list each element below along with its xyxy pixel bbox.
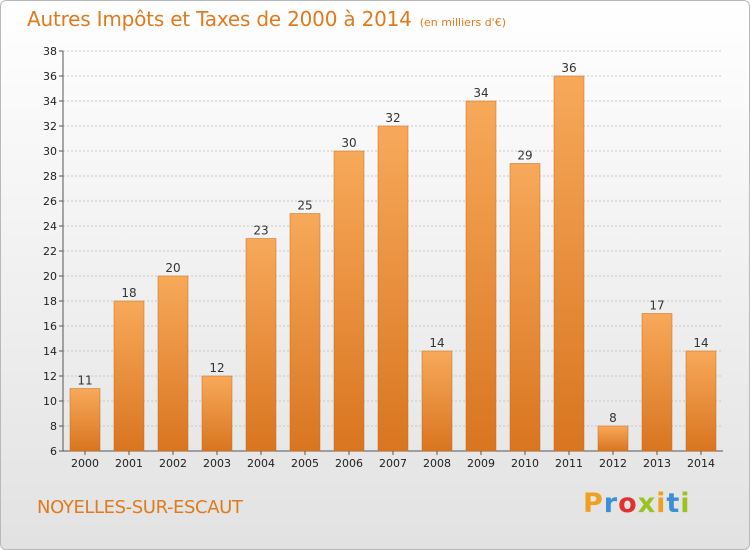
bar bbox=[245, 238, 277, 452]
y-tick-label: 38 bbox=[43, 45, 57, 58]
bar bbox=[289, 213, 321, 452]
logo-letter: P bbox=[583, 488, 604, 519]
data-label: 14 bbox=[429, 336, 444, 350]
y-tick-label: 14 bbox=[43, 345, 57, 358]
x-tick-label: 2007 bbox=[379, 457, 407, 470]
bar bbox=[597, 425, 629, 452]
y-tick-label: 20 bbox=[43, 270, 57, 283]
chart-title-text: Autres Impôts et Taxes de 2000 à 2014 bbox=[27, 7, 412, 31]
bar bbox=[333, 150, 365, 452]
bar bbox=[421, 350, 453, 452]
y-tick-label: 22 bbox=[43, 245, 57, 258]
chart-title: Autres Impôts et Taxes de 2000 à 2014 (en… bbox=[27, 7, 506, 31]
bar bbox=[201, 375, 233, 452]
y-tick-label: 34 bbox=[43, 95, 57, 108]
data-label: 12 bbox=[209, 361, 224, 375]
data-label: 34 bbox=[473, 86, 488, 100]
x-tick-label: 2014 bbox=[687, 457, 715, 470]
x-tick-label: 2004 bbox=[247, 457, 275, 470]
x-tick-label: 2012 bbox=[599, 457, 627, 470]
x-tick-label: 2008 bbox=[423, 457, 451, 470]
data-label: 36 bbox=[561, 61, 576, 75]
x-tick-label: 2009 bbox=[467, 457, 495, 470]
data-label: 25 bbox=[297, 199, 312, 213]
x-tick-label: 2002 bbox=[159, 457, 187, 470]
x-tick-label: 2000 bbox=[71, 457, 99, 470]
logo-letter: x bbox=[637, 488, 657, 519]
x-tick-label: 2005 bbox=[291, 457, 319, 470]
chart-unit: (en milliers d'€) bbox=[419, 16, 506, 29]
x-tick-label: 2003 bbox=[203, 457, 231, 470]
bar bbox=[377, 125, 409, 452]
data-label: 32 bbox=[385, 111, 400, 125]
bar bbox=[465, 100, 497, 452]
x-tick-label: 2011 bbox=[555, 457, 583, 470]
y-tick-label: 16 bbox=[43, 320, 57, 333]
y-tick-label: 12 bbox=[43, 370, 57, 383]
bar bbox=[113, 300, 145, 452]
data-label: 20 bbox=[165, 261, 180, 275]
y-tick-label: 26 bbox=[43, 195, 57, 208]
y-tick-label: 10 bbox=[43, 395, 57, 408]
data-label: 8 bbox=[609, 411, 617, 425]
bar bbox=[641, 313, 673, 452]
bar bbox=[685, 350, 717, 452]
x-tick-label: 2001 bbox=[115, 457, 143, 470]
bar bbox=[69, 388, 101, 452]
bar bbox=[509, 163, 541, 452]
logo-letter: i bbox=[656, 488, 667, 519]
data-label: 11 bbox=[77, 374, 92, 388]
data-label: 17 bbox=[649, 299, 664, 313]
y-tick-label: 32 bbox=[43, 120, 57, 133]
logo-letter: r bbox=[603, 488, 619, 519]
y-tick-label: 28 bbox=[43, 170, 57, 183]
logo-letter: o bbox=[618, 488, 638, 519]
proxiti-logo: Proxiti bbox=[583, 488, 691, 519]
data-label: 23 bbox=[253, 224, 268, 238]
location-name: NOYELLES-SUR-ESCAUT bbox=[37, 497, 243, 518]
y-tick-label: 36 bbox=[43, 70, 57, 83]
data-label: 18 bbox=[121, 286, 136, 300]
bar bbox=[157, 275, 189, 452]
x-tick-label: 2006 bbox=[335, 457, 363, 470]
y-tick-label: 30 bbox=[43, 145, 57, 158]
y-tick-label: 18 bbox=[43, 295, 57, 308]
bar bbox=[553, 75, 585, 452]
x-tick-label: 2013 bbox=[643, 457, 671, 470]
logo-letter: t bbox=[666, 488, 681, 519]
data-label: 29 bbox=[517, 149, 532, 163]
data-label: 30 bbox=[341, 136, 356, 150]
x-tick-label: 2010 bbox=[511, 457, 539, 470]
logo-letter: i bbox=[680, 488, 691, 519]
data-label: 14 bbox=[693, 336, 708, 350]
y-tick-label: 6 bbox=[50, 445, 57, 458]
y-tick-label: 24 bbox=[43, 220, 57, 233]
y-tick-label: 8 bbox=[50, 420, 57, 433]
